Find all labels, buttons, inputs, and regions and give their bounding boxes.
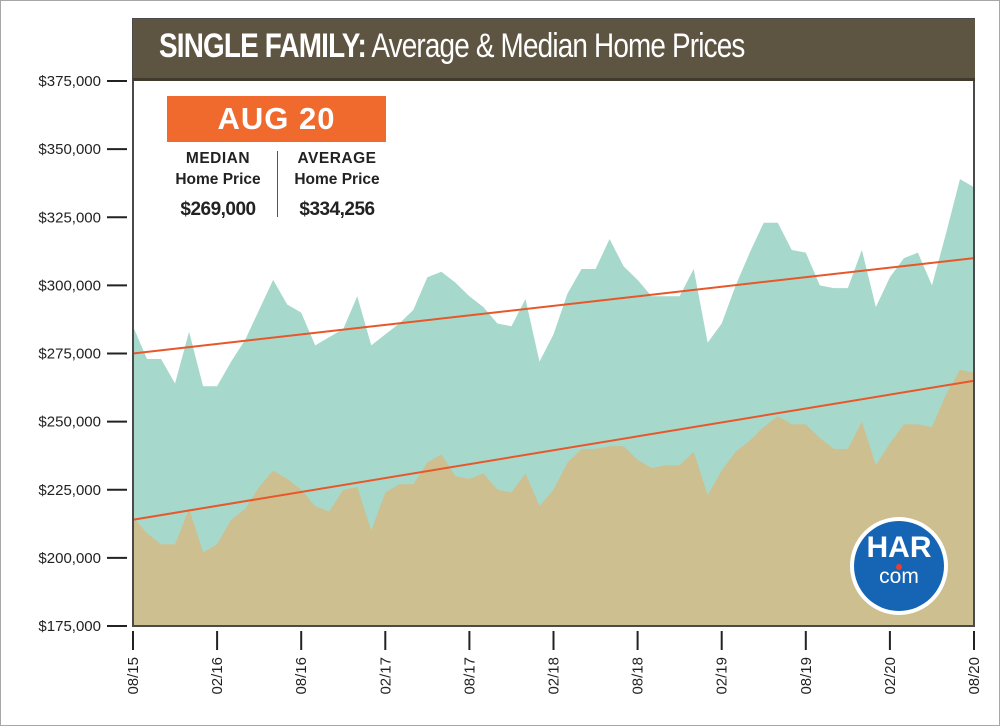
chart-title-bold: SINGLE FAMILY:	[159, 27, 367, 65]
average-trend-line	[132, 257, 975, 355]
y-tick-label: $200,000	[38, 550, 101, 567]
median-label: MEDIAN	[185, 150, 251, 167]
har-logo: HAR com	[854, 521, 944, 611]
har-logo-subtext: com	[879, 565, 919, 588]
y-tick-label: $275,000	[38, 346, 101, 363]
x-tick-label: 02/17	[377, 657, 394, 695]
y-tick-label: $250,000	[38, 414, 101, 431]
x-tick-label: 02/16	[209, 657, 226, 695]
median-stat: MEDIAN Home Price $269,000	[162, 150, 274, 221]
median-trend-line	[132, 379, 975, 521]
average-value: $334,256	[299, 199, 375, 220]
chart-title-rest: Average & Median Home Prices	[371, 27, 745, 65]
x-tick-label: 08/17	[461, 657, 478, 695]
median-sublabel: Home Price	[175, 171, 261, 188]
y-tick-label: $325,000	[38, 209, 101, 226]
y-tick-label: $300,000	[38, 277, 101, 294]
y-tick-label: $225,000	[38, 482, 101, 499]
x-tick-label: 08/20	[966, 657, 983, 695]
x-tick-label: 08/18	[630, 657, 647, 695]
har-logo-text: HAR	[866, 531, 932, 564]
x-tick-label: 02/18	[546, 657, 563, 695]
har-logo-dot	[896, 564, 902, 570]
x-tick-label: 02/20	[882, 657, 899, 695]
average-sublabel: Home Price	[294, 171, 380, 188]
median-value: $269,000	[180, 199, 256, 220]
stat-divider	[277, 151, 278, 217]
average-label: AVERAGE	[297, 150, 377, 167]
chart-title: SINGLE FAMILY: Average & Median Home Pri…	[159, 27, 745, 66]
y-tick-label: $375,000	[38, 73, 101, 90]
x-tick-label: 08/15	[125, 657, 142, 695]
chart-title-bar: SINGLE FAMILY: Average & Median Home Pri…	[133, 19, 975, 81]
average-stat: AVERAGE Home Price $334,256	[281, 150, 393, 221]
y-tick-label: $175,000	[38, 618, 101, 635]
x-tick-label: 08/19	[798, 657, 815, 695]
x-tick-label: 02/19	[714, 657, 731, 695]
median-price-area	[133, 369, 974, 626]
x-tick-label: 08/16	[293, 657, 310, 695]
date-badge: AUG 20	[167, 96, 386, 142]
y-tick-label: $350,000	[38, 141, 101, 158]
